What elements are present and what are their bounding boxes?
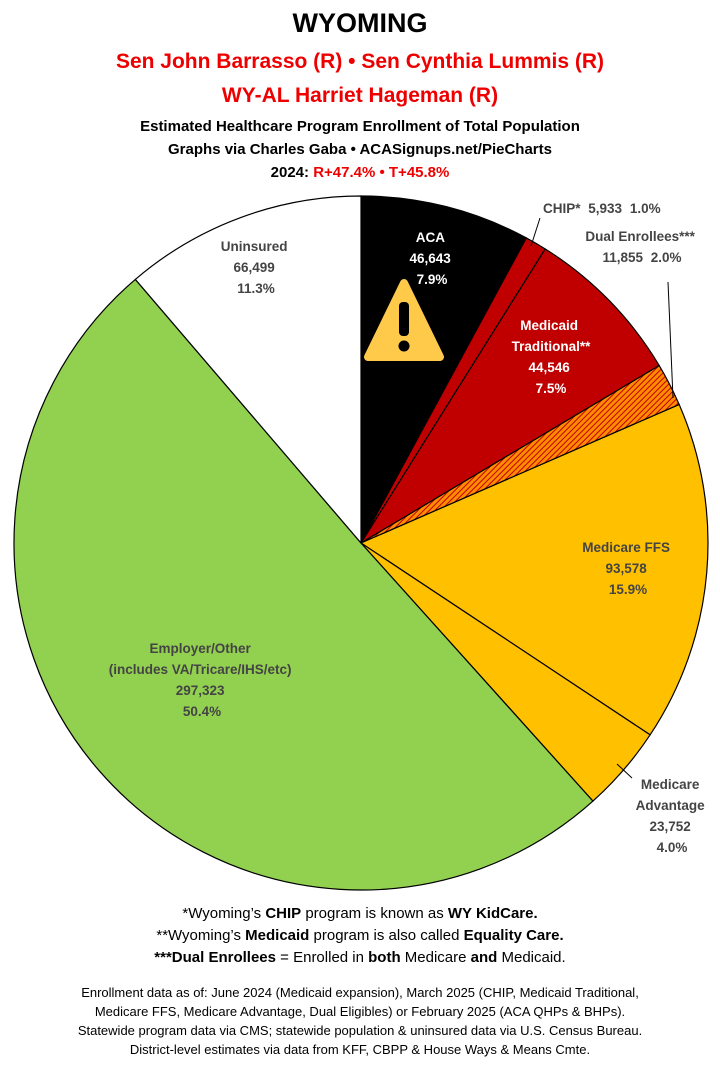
subtitle: Estimated Healthcare Program Enrollment … [140,118,580,135]
ma-leader-line [616,763,633,779]
pie-slice-medicaid-traditional [360,248,661,544]
label-ffs: Medicare FFS 93,578 15.9% [582,540,674,597]
label-ma: Medicare Advantage 23,752 4.0% [636,777,709,855]
source-line: Enrollment data as of: June 2024 (Medica… [81,985,639,1000]
label-medicaid: Medicaid Traditional** 44,546 7.5% [512,318,592,396]
election-results: 2024: R+47.4% • T+45.8% [0,164,720,181]
source-line: Statewide program data via CMS; statewid… [77,1023,643,1038]
footnote-medicaid: **Wyoming’s Medicaid program is also cal… [156,927,564,944]
warning-triangle-icon [364,279,444,361]
label-uninsured: Uninsured 66,499 11.3% [221,239,292,296]
footnotes: *Wyoming’s CHIP program is known as WY K… [0,903,720,969]
source-line: District-level estimates via data from K… [129,1042,591,1057]
pie-slice-employer-other [13,278,594,891]
label-dual: Dual Enrollees*** 11,855 2.0% [585,229,698,265]
election-margins: R+47.4% • T+45.8% [313,164,450,181]
pie-chart: ACA 46,643 7.9% CHIP* 5,933 1.0% Dual En… [13,195,709,891]
label-chip: CHIP* 5,933 1.0% [543,201,661,216]
footnote-chip: *Wyoming’s CHIP program is known as WY K… [182,905,538,922]
sources: Enrollment data as of: June 2024 (Medica… [0,983,720,1059]
pie-slice-uninsured [134,195,362,545]
chip-leader-line [530,217,541,247]
source-line: Medicare FFS, Medicare Advantage, Dual E… [94,1004,626,1019]
pie-slice-medicare-ffs [359,403,709,736]
label-aca: ACA 46,643 7.9% [409,230,454,287]
credit: Graphs via Charles Gaba • ACASignups.net… [168,141,552,158]
dual-leader-line [667,281,674,399]
senators: Sen John Barrasso (R) • Sen Cynthia Lumm… [115,50,605,73]
representative: WY-AL Harriet Hageman (R) [221,84,499,107]
election-year: 2024: [270,164,310,181]
footnote-dual: ***Dual Enrollees = Enrolled in both Med… [154,949,566,966]
page-title: WYOMING [292,8,428,38]
label-employer: Employer/Other (includes VA/Tricare/IHS/… [109,641,296,719]
